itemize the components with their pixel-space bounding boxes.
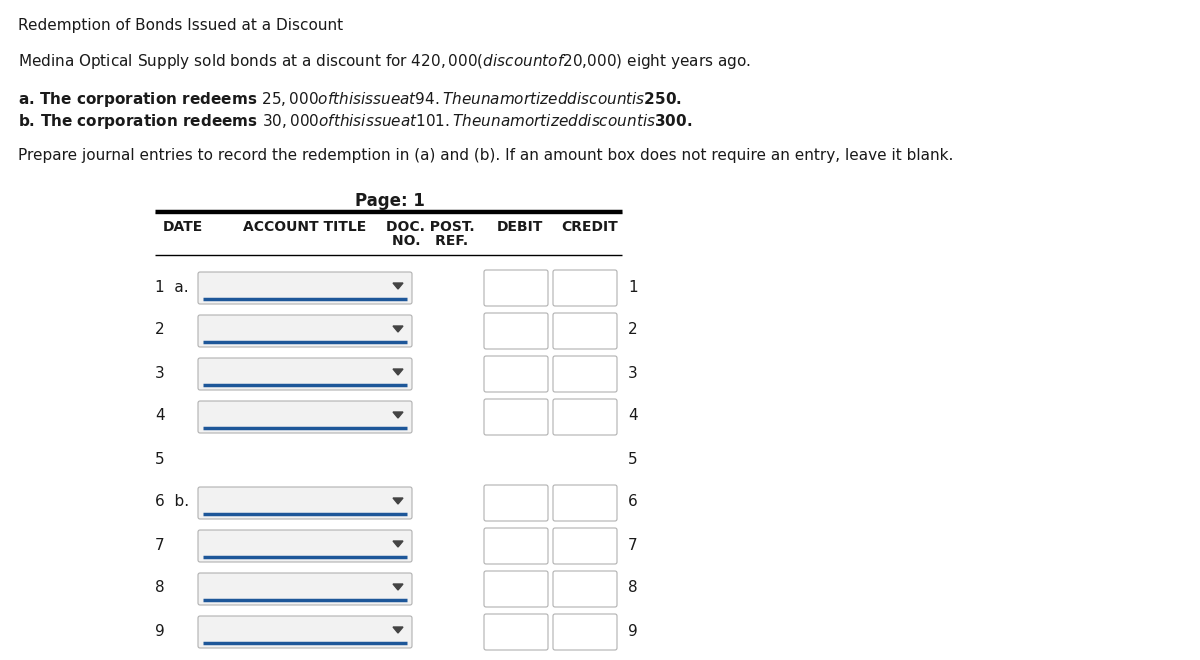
Text: 1  a.: 1 a. <box>155 279 188 294</box>
Text: 9: 9 <box>155 624 164 638</box>
FancyBboxPatch shape <box>484 528 548 564</box>
FancyBboxPatch shape <box>484 313 548 349</box>
FancyBboxPatch shape <box>553 571 617 607</box>
FancyBboxPatch shape <box>553 270 617 306</box>
Text: Page: 1: Page: 1 <box>355 192 425 210</box>
FancyBboxPatch shape <box>198 530 412 562</box>
Text: 6  b.: 6 b. <box>155 494 190 510</box>
FancyBboxPatch shape <box>484 356 548 392</box>
FancyBboxPatch shape <box>198 616 412 648</box>
Text: b. The corporation redeems $30,000 of this issue at 101. The unamortized discoun: b. The corporation redeems $30,000 of th… <box>18 112 692 131</box>
Polygon shape <box>394 326 403 332</box>
FancyBboxPatch shape <box>553 614 617 650</box>
FancyBboxPatch shape <box>198 358 412 390</box>
Polygon shape <box>394 369 403 375</box>
FancyBboxPatch shape <box>484 485 548 521</box>
FancyBboxPatch shape <box>553 356 617 392</box>
FancyBboxPatch shape <box>198 401 412 433</box>
Text: Redemption of Bonds Issued at a Discount: Redemption of Bonds Issued at a Discount <box>18 18 343 33</box>
Text: 5: 5 <box>628 451 637 467</box>
FancyBboxPatch shape <box>198 487 412 519</box>
Text: 8: 8 <box>155 581 164 595</box>
Text: 7: 7 <box>628 537 637 552</box>
Text: Prepare journal entries to record the redemption in (a) and (b). If an amount bo: Prepare journal entries to record the re… <box>18 148 953 163</box>
FancyBboxPatch shape <box>198 315 412 347</box>
FancyBboxPatch shape <box>198 272 412 304</box>
Text: CREDIT: CREDIT <box>562 220 618 234</box>
Text: 4: 4 <box>155 409 164 424</box>
Text: Medina Optical Supply sold bonds at a discount for $420,000 (discount of $20,000: Medina Optical Supply sold bonds at a di… <box>18 52 751 71</box>
FancyBboxPatch shape <box>553 313 617 349</box>
Text: 1: 1 <box>628 279 637 294</box>
Text: 8: 8 <box>628 581 637 595</box>
FancyBboxPatch shape <box>484 571 548 607</box>
FancyBboxPatch shape <box>553 528 617 564</box>
FancyBboxPatch shape <box>553 399 617 435</box>
Text: 2: 2 <box>628 323 637 337</box>
FancyBboxPatch shape <box>484 399 548 435</box>
Polygon shape <box>394 541 403 547</box>
FancyBboxPatch shape <box>553 485 617 521</box>
Text: DEBIT: DEBIT <box>497 220 544 234</box>
Text: 2: 2 <box>155 323 164 337</box>
Text: ACCOUNT TITLE: ACCOUNT TITLE <box>244 220 367 234</box>
Text: 5: 5 <box>155 451 164 467</box>
FancyBboxPatch shape <box>484 270 548 306</box>
Text: 3: 3 <box>155 366 164 381</box>
Text: NO.   REF.: NO. REF. <box>392 234 468 248</box>
Polygon shape <box>394 412 403 418</box>
Text: 9: 9 <box>628 624 637 638</box>
Text: a. The corporation redeems $25,000 of this issue at 94. The unamortized discount: a. The corporation redeems $25,000 of th… <box>18 90 682 109</box>
Text: 3: 3 <box>628 366 637 381</box>
Text: 4: 4 <box>628 409 637 424</box>
Text: 6: 6 <box>628 494 637 510</box>
FancyBboxPatch shape <box>198 573 412 605</box>
Polygon shape <box>394 283 403 289</box>
FancyBboxPatch shape <box>484 614 548 650</box>
Text: DOC. POST.: DOC. POST. <box>385 220 474 234</box>
Polygon shape <box>394 498 403 504</box>
Polygon shape <box>394 627 403 633</box>
Polygon shape <box>394 584 403 590</box>
Text: 7: 7 <box>155 537 164 552</box>
Text: DATE: DATE <box>163 220 203 234</box>
